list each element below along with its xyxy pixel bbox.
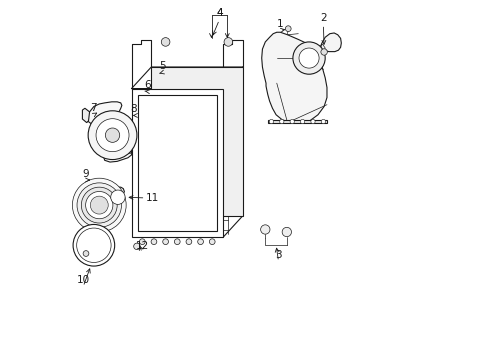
Text: 12: 12: [135, 241, 149, 251]
Circle shape: [83, 251, 89, 256]
Polygon shape: [267, 120, 326, 123]
Polygon shape: [111, 187, 124, 209]
Bar: [151, 67, 242, 216]
Text: 11: 11: [145, 193, 158, 203]
Circle shape: [282, 227, 291, 237]
Circle shape: [81, 187, 117, 223]
Circle shape: [163, 239, 168, 244]
Circle shape: [96, 119, 129, 152]
Text: 5: 5: [159, 61, 166, 71]
Circle shape: [298, 48, 319, 68]
Circle shape: [224, 38, 232, 46]
Circle shape: [260, 225, 269, 234]
Circle shape: [285, 26, 290, 32]
Text: 4: 4: [216, 8, 222, 18]
Circle shape: [300, 120, 304, 124]
Circle shape: [289, 120, 294, 124]
Circle shape: [133, 243, 140, 249]
Circle shape: [85, 192, 113, 219]
Text: 3: 3: [275, 250, 281, 260]
Circle shape: [269, 120, 273, 124]
Text: 6: 6: [144, 80, 151, 90]
Bar: [138, 95, 216, 231]
Polygon shape: [82, 108, 89, 123]
Circle shape: [77, 228, 111, 262]
Circle shape: [88, 111, 137, 159]
Circle shape: [73, 225, 115, 266]
Text: 1: 1: [276, 19, 283, 29]
Circle shape: [77, 183, 121, 227]
Polygon shape: [86, 102, 132, 162]
Text: 8: 8: [130, 104, 137, 114]
Circle shape: [321, 120, 325, 124]
Circle shape: [197, 239, 203, 244]
Text: 7: 7: [90, 103, 97, 113]
Circle shape: [161, 38, 169, 46]
Text: 4: 4: [216, 8, 222, 18]
Circle shape: [209, 239, 215, 244]
Circle shape: [72, 178, 126, 232]
Circle shape: [185, 239, 191, 244]
Circle shape: [292, 42, 325, 74]
Circle shape: [279, 120, 284, 124]
Circle shape: [151, 239, 157, 244]
Circle shape: [310, 120, 314, 124]
Bar: [131, 89, 223, 237]
Text: 10: 10: [77, 275, 89, 285]
Polygon shape: [261, 32, 341, 123]
Circle shape: [320, 49, 326, 55]
Circle shape: [90, 196, 108, 214]
Text: 9: 9: [82, 168, 89, 179]
Text: 2: 2: [320, 13, 326, 23]
Circle shape: [105, 128, 120, 142]
Polygon shape: [124, 121, 131, 153]
Circle shape: [139, 239, 145, 244]
Circle shape: [174, 239, 180, 244]
Circle shape: [110, 190, 125, 204]
